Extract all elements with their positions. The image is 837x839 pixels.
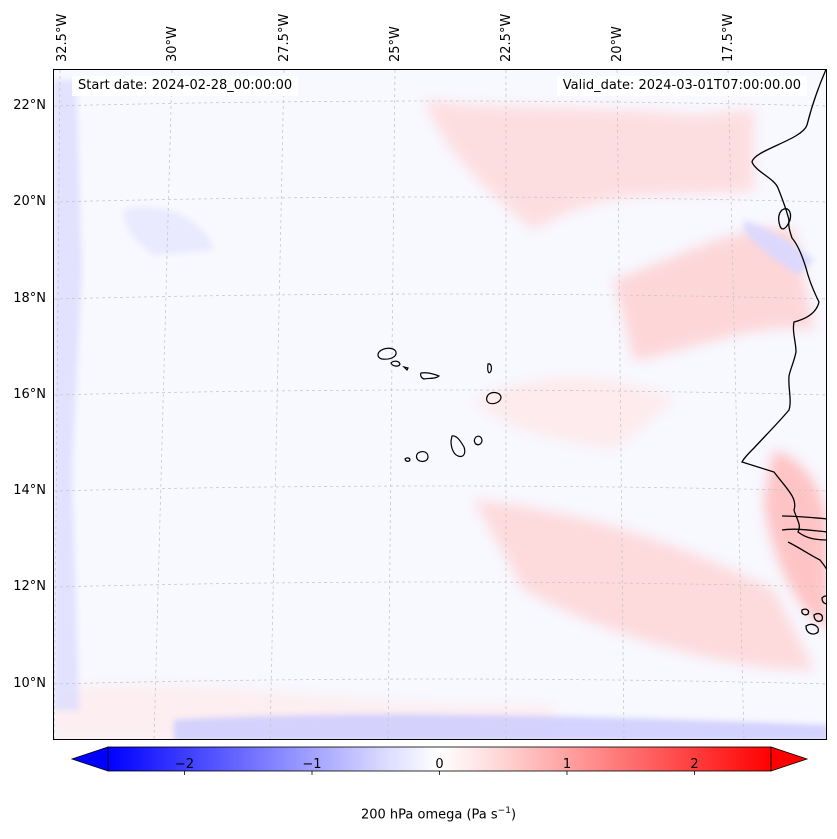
lat-label-12n: 12°N: [13, 579, 46, 594]
coast-cape-blanc: [778, 208, 792, 230]
coast-bijagos-a: [801, 608, 810, 616]
parallel-16n: [54, 389, 826, 396]
meridian-32-5w: [54, 70, 61, 739]
meridian-27-5w: [269, 70, 285, 739]
lat-label-22n: 22°N: [13, 98, 46, 113]
omega-field-map: [54, 70, 826, 739]
parallel-22n: [54, 100, 826, 107]
graticule: [54, 70, 826, 739]
colorbar-graphic: [70, 746, 809, 775]
island-sao-vicente: [390, 360, 401, 367]
colorbar-max-extend: [770, 746, 809, 772]
lat-label-18n: 18°N: [13, 291, 46, 306]
central-blue-patch: [124, 207, 214, 255]
colorbar: [0, 740, 837, 839]
island-sal: [487, 363, 492, 374]
mainland-coast: [741, 70, 826, 541]
lon-label-30w: 30°W: [165, 26, 180, 62]
parallel-18n: [54, 293, 826, 300]
northeast-red-streak: [614, 228, 814, 360]
island-fogo: [415, 451, 429, 463]
island-maio: [473, 435, 483, 446]
cbar-tick-label-0: −2: [174, 757, 195, 772]
island-santiago: [450, 435, 466, 458]
island-santa-luzia: [402, 365, 409, 372]
valid-date-label: Valid_date: 2024-03-01T07:00:00.00: [556, 76, 807, 96]
cbar-tick-label-3: 1: [562, 757, 572, 772]
lon-label-22-5w: 22.5°W: [499, 13, 514, 62]
west-africa-coastline: [741, 70, 826, 635]
meridian-17-5w: [727, 70, 745, 739]
lat-label-14n: 14°N: [13, 483, 46, 498]
island-santo-antao: [377, 347, 397, 360]
colorbar-title: 200 hPa omega (Pa s−1): [0, 806, 837, 822]
central-red-plume: [474, 377, 674, 450]
lon-label-32-5w: 32.5°W: [55, 13, 70, 62]
cbar-tick-label-2: 0: [435, 757, 444, 772]
island-boa-vista: [486, 391, 502, 405]
lat-label-10n: 10°N: [13, 676, 46, 691]
lon-label-20w: 20°W: [610, 26, 625, 62]
southeast-red-band: [474, 500, 814, 670]
island-brava: [404, 457, 411, 462]
coast-bijagos-d: [821, 595, 826, 605]
coast-bijagos-b: [813, 613, 824, 622]
colorbar-body: [107, 746, 772, 772]
cape-verde-islands: [377, 347, 502, 463]
lat-label-16n: 16°N: [13, 387, 46, 402]
meridian-30w: [153, 70, 173, 739]
parallel-10n: [54, 678, 826, 685]
lon-label-27-5w: 27.5°W: [277, 13, 292, 62]
lon-label-25w: 25°W: [388, 26, 403, 62]
cbar-tick-label-1: −1: [302, 757, 322, 772]
coast-gambia-inlet: [781, 515, 826, 520]
colorbar-min-extend: [70, 746, 109, 772]
colorbar-title-suffix: ): [510, 807, 517, 823]
meridian-25w: [387, 70, 396, 739]
coast-guinea-bissau: [787, 541, 826, 570]
coast-bijagos-c: [805, 623, 819, 635]
southern-edge-blue: [174, 714, 826, 739]
coastal-red-patch: [764, 450, 826, 629]
cbar-tick-label-4: 2: [690, 757, 699, 772]
lat-label-20n: 20°N: [13, 194, 46, 209]
colorbar-title-text: 200 hPa omega (Pa s: [360, 807, 498, 823]
island-sao-nicolau: [420, 372, 441, 380]
parallel-12n: [54, 581, 826, 588]
coast-south-gambia: [781, 528, 826, 533]
northeast-blue-streak: [744, 220, 814, 275]
colorbar-tick-marks: [184, 771, 695, 775]
parallel-20n: [54, 196, 826, 203]
map-panel: [53, 69, 827, 740]
lon-label-17-5w: 17.5°W: [721, 13, 736, 62]
start-date-label: Start date: 2024-02-28_00:00:00: [72, 76, 299, 96]
parallel-14n: [54, 485, 826, 492]
meridian-20w: [616, 70, 625, 739]
colorbar-title-exponent: −1: [497, 806, 511, 816]
